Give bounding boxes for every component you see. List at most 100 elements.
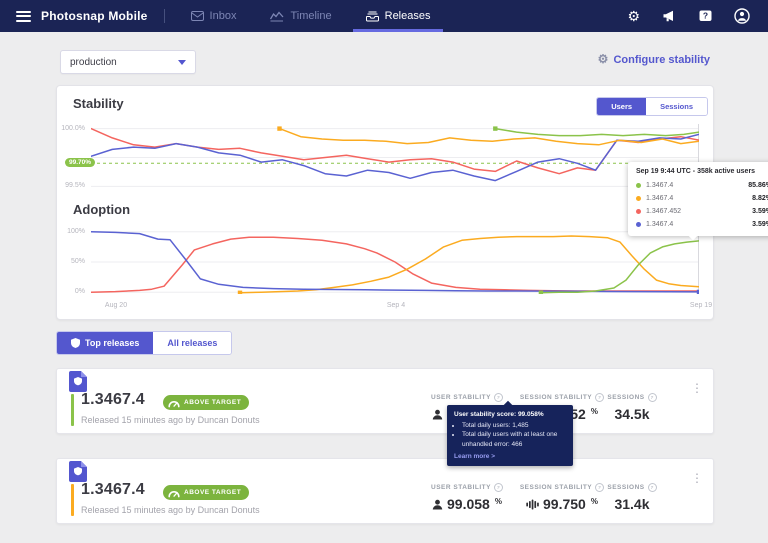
adoption-xtick-sep4: Sep 4 [386,302,406,309]
tab-releases[interactable]: Releases [352,0,444,32]
kebab-menu-icon[interactable] [691,469,703,487]
tooltip-row: 1.3467.4 8.82% [636,192,768,205]
release-version: 1.3467.4 [81,481,145,498]
stability-adoption-card: Stability Users Sessions 100.0% 99.5% 99… [56,85,714,320]
adoption-xtick-sep19: Sep 19 [689,302,713,309]
stat-session-stability: SESSION STABILITY 99.750% [507,483,617,512]
environment-value: production [70,56,117,68]
account-icon[interactable] [734,8,750,24]
session-stability-label: SESSION STABILITY [519,394,593,401]
series-label: 1.3467.4 [646,182,674,189]
session-stability-label: SESSION STABILITY [519,484,593,491]
user-icon [432,499,443,509]
stat-sessions: SESSIONS 34.5k [597,393,667,422]
help-circle-icon[interactable] [595,393,605,402]
toggle-users[interactable]: Users [597,98,647,115]
tab-timeline[interactable]: Timeline [270,0,332,32]
stability-ytick-100: 100.0% [61,125,85,132]
settings-icon[interactable] [627,9,640,23]
tooltip-header: Sep 19 9:44 UTC - 358k active users [636,168,756,175]
adoption-ytick-50: 50% [70,258,85,265]
tab-inbox[interactable]: Inbox [190,0,237,32]
gear-icon [598,53,609,66]
help-circle-icon[interactable] [647,393,657,402]
tab-releases-label: Releases [384,10,431,22]
menu-icon[interactable] [16,10,31,22]
kebab-menu-icon[interactable] [691,379,703,397]
configure-stability-link[interactable]: Configure stability [598,53,710,66]
divider [163,9,165,23]
series-dot-blue [636,222,641,227]
releases-icon [365,11,379,21]
help-circle-icon[interactable] [493,483,503,492]
series-dot-green [636,183,641,188]
sessions-label: SESSIONS [607,484,645,491]
chevron-down-icon [178,59,186,65]
help-circle-icon[interactable] [647,483,657,492]
session-stability-value: 99.750 [543,496,586,512]
adoption-ytick-0: 0% [74,288,85,295]
adoption-title: Adoption [73,202,131,217]
user-stability-label: USER STABILITY [431,484,491,491]
tooltip-row: 1.3467.4 85.86% [636,179,768,192]
svg-text:?: ? [703,11,708,21]
users-sessions-toggle: Users Sessions [596,97,708,116]
above-target-badge: ABOVE TARGET [163,485,250,500]
user-stability-tooltip-bullets: Total daily users: 1,485 Total daily use… [454,421,566,449]
top-navbar: Photosnap Mobile Inbox Timeline [0,0,768,32]
series-dot-red [636,209,641,214]
configure-stability-label: Configure stability [613,53,710,66]
all-releases-label: All releases [167,338,218,348]
gauge-icon [168,490,180,497]
release-subtitle: Released 15 minutes ago by Duncan Donuts [81,505,260,515]
tooltip-row: 1.3467.4 3.59% [636,218,768,231]
environment-select[interactable]: production [60,50,196,74]
adoption-chart [91,230,699,294]
stability-threshold-badge: 99.70% [65,158,96,167]
tab-timeline-label: Timeline [290,10,332,22]
releases-filter-toggle: Top releases All releases [56,331,233,355]
above-target-label: ABOVE TARGET [184,399,242,406]
stability-ytick-995: 99.5% [65,182,85,189]
percent-unit: % [494,496,502,506]
gauge-icon [168,400,180,407]
shield-icon [71,338,80,348]
user-stability-value: 99.058 [447,496,490,512]
tab-all-releases[interactable]: All releases [153,332,232,354]
stability-title: Stability [73,96,124,111]
toggle-sessions[interactable]: Sessions [646,98,707,115]
series-label: 1.3467.452 [646,208,682,215]
release-version: 1.3467.4 [81,391,145,408]
top-releases-label: Top releases [85,338,140,348]
series-value: 3.59% [752,221,768,228]
tooltip-bullet: Total daily users with at least one unha… [462,430,566,449]
series-value: 8.82% [752,195,768,202]
tab-top-releases[interactable]: Top releases [57,332,154,354]
nav-tabs: Inbox Timeline Releases [190,0,444,32]
series-label: 1.3467.4 [646,195,674,202]
help-icon[interactable]: ? [699,10,712,22]
user-stability-label: USER STABILITY [431,394,491,401]
release-accent-bar [71,484,74,516]
learn-more-link[interactable]: Learn more > [454,453,496,461]
user-stability-tooltip-title: User stability score: 99.058% [454,411,544,418]
release-card[interactable]: 1.3467.4 ABOVE TARGET Released 15 minute… [56,458,714,524]
user-icon [432,409,443,419]
release-card[interactable]: 1.3467.4 ABOVE TARGET Released 15 minute… [56,368,714,434]
series-value: 85.86% [748,182,768,189]
above-target-badge: ABOVE TARGET [163,395,250,410]
stat-user-stability: USER STABILITY 99.058% [417,483,517,512]
inbox-icon [190,11,204,21]
tab-inbox-label: Inbox [209,10,237,22]
percent-unit: % [590,406,598,416]
help-circle-icon[interactable] [595,483,605,492]
chart-hover-tooltip: Sep 19 9:44 UTC - 358k active users 1.34… [628,162,768,236]
app-title: Photosnap Mobile [41,9,148,23]
user-stability-tooltip: User stability score: 99.058% Total dail… [447,405,573,467]
help-circle-icon[interactable] [493,393,503,402]
stability-chart [91,124,699,191]
navbar-actions: ? [627,8,768,24]
announcements-icon[interactable] [662,10,677,22]
sessions-label: SESSIONS [607,394,645,401]
